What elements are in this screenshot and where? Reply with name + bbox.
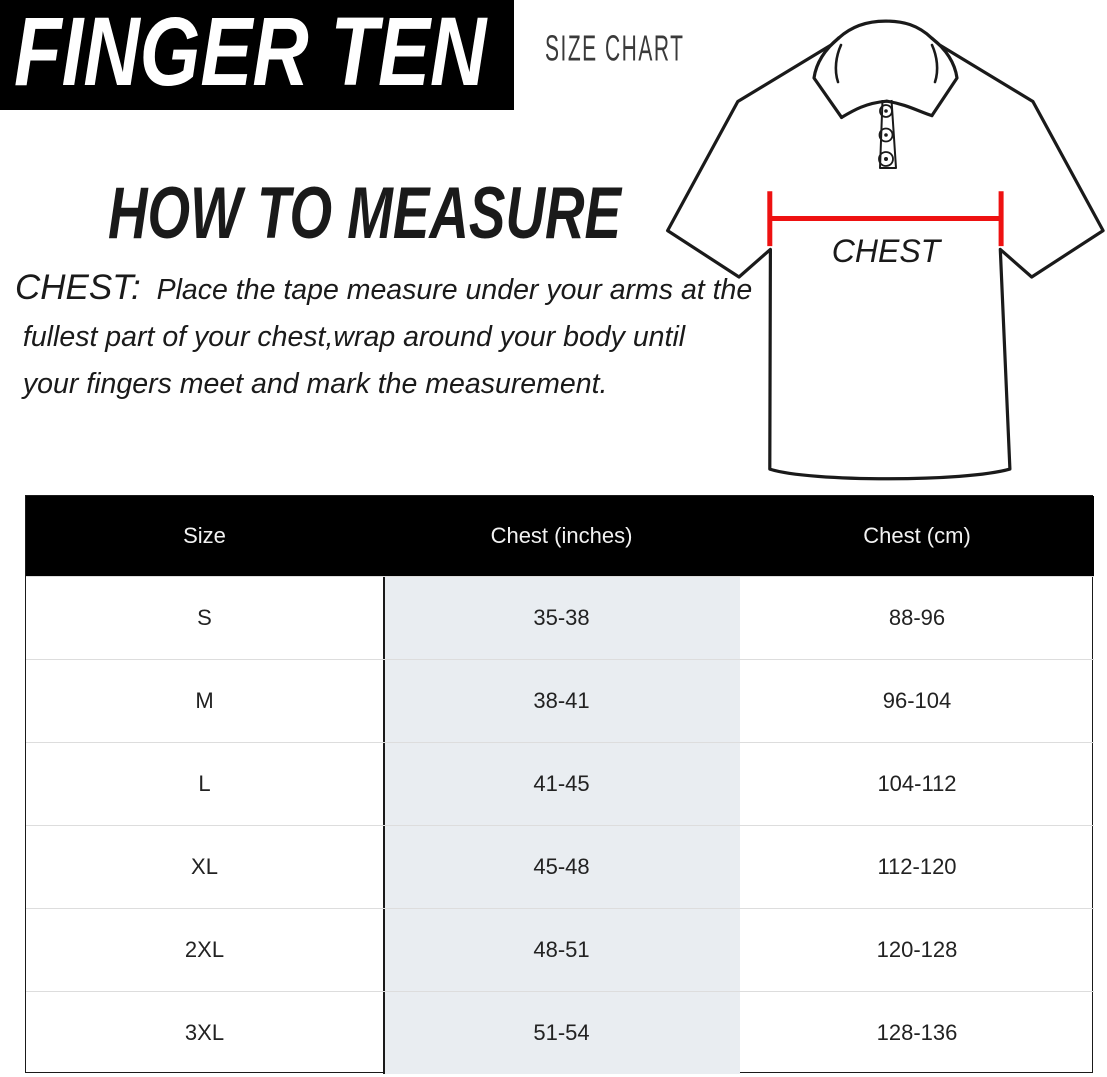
svg-text:CHEST: CHEST — [832, 233, 943, 269]
